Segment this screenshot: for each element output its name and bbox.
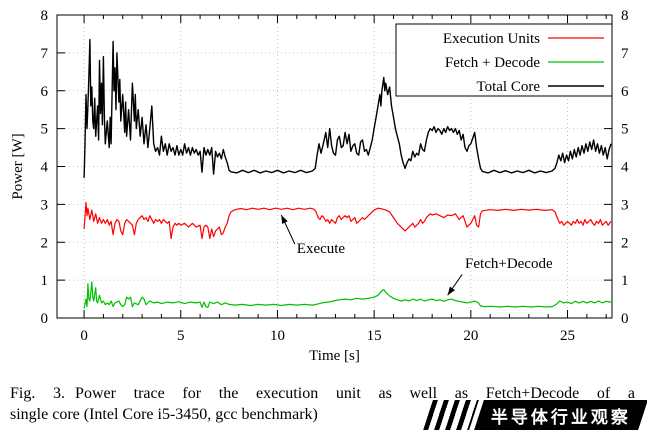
svg-text:Fetch+Decode: Fetch+Decode — [465, 256, 553, 272]
caption-line-2: single core (Intel Core i5-3450, gcc ben… — [10, 404, 635, 425]
svg-text:5: 5 — [41, 122, 49, 138]
legend-box — [395, 23, 613, 97]
svg-text:0: 0 — [80, 328, 88, 344]
svg-text:20: 20 — [463, 328, 478, 344]
legend: Execution Units Fetch + Decode Total Core — [395, 23, 613, 97]
svg-text:3: 3 — [41, 197, 49, 213]
caption-line-1: Fig. 3. Power trace for the execution uni… — [10, 383, 635, 404]
watermark-text-box: 半导体行业观察 — [474, 400, 647, 430]
svg-text:8: 8 — [621, 8, 629, 24]
svg-text:0: 0 — [41, 311, 49, 327]
svg-text:6: 6 — [41, 84, 49, 100]
watermark-stripes-icon — [423, 400, 479, 430]
svg-text:15: 15 — [367, 328, 382, 344]
legend-label-execution-units: Execution Units — [443, 31, 540, 47]
svg-text:4: 4 — [621, 160, 629, 176]
annotation-fetch-decode: Fetch+Decode — [447, 256, 553, 296]
watermark-text: 半导体行业观察 — [491, 407, 631, 428]
svg-text:8: 8 — [41, 8, 49, 24]
axis-ticks — [57, 14, 612, 319]
x-axis-label: Time [s] — [309, 348, 360, 364]
svg-text:4: 4 — [41, 160, 49, 176]
legend-label-total-core: Total Core — [476, 79, 540, 95]
tick-labels: 0 5 10 15 20 25 0 0 1 1 2 2 3 3 4 4 5 5 6 6 7 7 8 8 — [41, 8, 630, 344]
svg-text:3: 3 — [621, 197, 629, 213]
svg-text:7: 7 — [41, 46, 49, 62]
caption-text-line2: single core (Intel Core i5-3450, gcc ben… — [10, 406, 318, 424]
series-total-core — [83, 38, 612, 178]
caption-text-line1: Power trace for the execution unit as we… — [75, 385, 636, 402]
series-execution-units — [83, 201, 612, 240]
series-fetch-decode — [83, 281, 612, 309]
svg-text:5: 5 — [621, 122, 629, 138]
power-trace-chart: 0 5 10 15 20 25 0 0 1 1 2 2 3 3 4 4 5 5 6 6 7 7 8 8 Power [W] Tim… — [10, 8, 630, 364]
svg-text:Execute: Execute — [297, 241, 346, 257]
svg-text:6: 6 — [621, 84, 629, 100]
y-axis-label: Power [W] — [10, 133, 26, 199]
svg-text:1: 1 — [621, 273, 629, 289]
figure-caption: Fig. 3. Power trace for the execution uni… — [0, 377, 647, 425]
svg-text:25: 25 — [560, 328, 575, 344]
svg-text:10: 10 — [270, 328, 285, 344]
caption-label: Fig. 3. — [10, 385, 66, 402]
svg-text:1: 1 — [41, 273, 49, 289]
annotation-execute: Execute — [280, 214, 346, 257]
svg-text:2: 2 — [41, 235, 49, 251]
grid-lines — [57, 15, 612, 318]
svg-text:2: 2 — [621, 235, 629, 251]
watermark-logo: 半导体行业观察 — [423, 400, 647, 430]
legend-label-fetch-decode: Fetch + Decode — [445, 55, 540, 71]
svg-text:5: 5 — [177, 328, 185, 344]
svg-text:0: 0 — [621, 311, 629, 327]
svg-text:7: 7 — [621, 46, 629, 62]
